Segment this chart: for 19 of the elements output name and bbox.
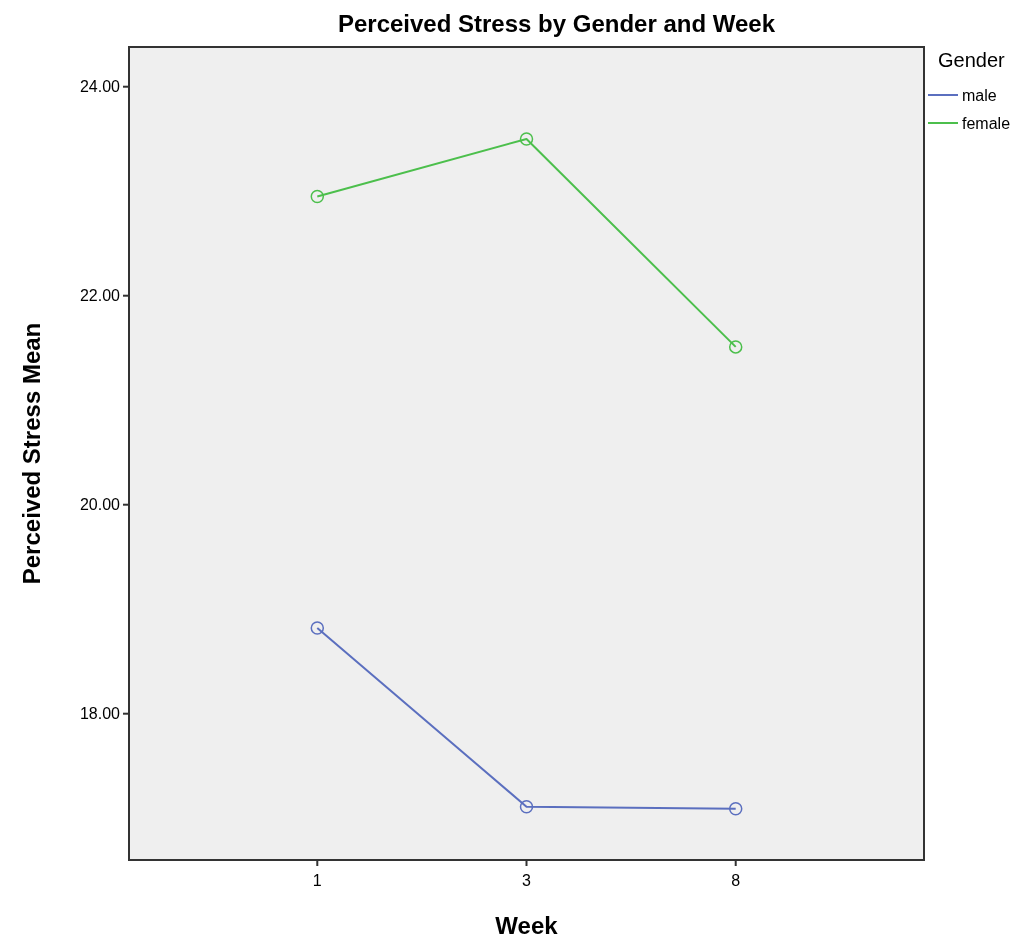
point (310, 189, 325, 204)
legend-label: female (962, 114, 1011, 132)
chart-title: Perceived Stress by Gender and Week (337, 10, 776, 37)
x-tick-label: 3 (522, 872, 532, 889)
point (728, 802, 743, 816)
y-tick-label: 20.00 (79, 496, 121, 514)
x-axis-title: Week (495, 912, 559, 939)
y-tick-label: 22.00 (79, 287, 121, 305)
point (728, 340, 743, 354)
point (519, 799, 534, 814)
point (310, 621, 325, 635)
y-tick-label: 24.00 (79, 78, 121, 96)
x-tick-label: 8 (731, 872, 741, 889)
legend-title: Gender (938, 49, 1006, 71)
x-tick-label: 1 (312, 872, 322, 889)
legend-label: male (962, 86, 997, 104)
y-axis-title: Perceived Stress Mean (18, 322, 45, 585)
y-tick-label: 18.00 (79, 705, 121, 723)
point (519, 132, 534, 146)
